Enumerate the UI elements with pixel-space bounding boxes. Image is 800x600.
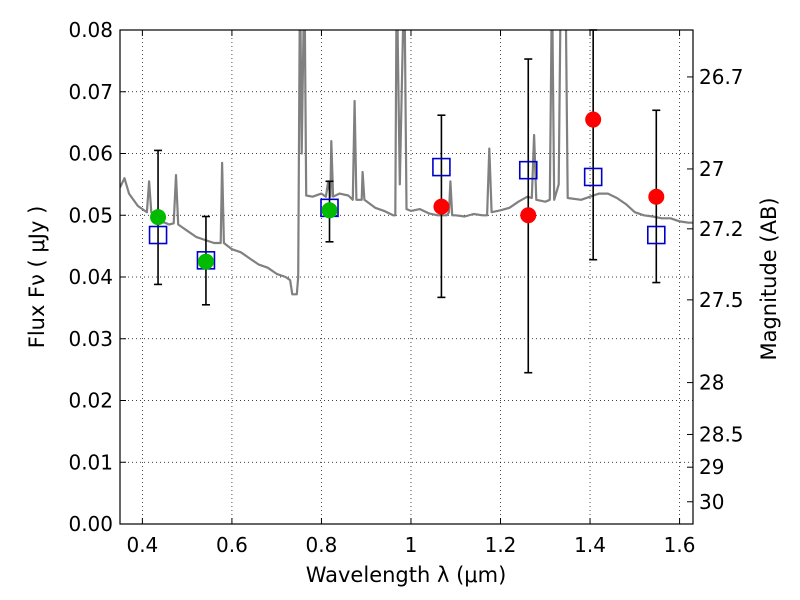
right-tick-label: 28.5 (699, 422, 744, 446)
x-tick-label: 0.4 (126, 533, 158, 557)
spectrum-line (120, 30, 693, 296)
right-tick-label: 26.7 (699, 65, 744, 89)
x-axis-label: Wavelength λ (μm) (306, 563, 507, 587)
y-tick-label: 0.07 (68, 80, 113, 104)
y-tick-label: 0.08 (68, 18, 113, 42)
right-tick-label: 27.2 (699, 217, 744, 241)
spectrum-layer (120, 30, 693, 296)
observed-point (648, 188, 665, 205)
observed-point (321, 202, 338, 219)
right-tick-label: 29 (699, 455, 724, 479)
right-tick-label: 28 (699, 371, 724, 395)
model-point (646, 225, 666, 245)
right-tick-label: 27.5 (699, 288, 744, 312)
right-tick-label: 30 (699, 490, 724, 514)
observed-point (150, 209, 167, 226)
y-tick-label: 0.04 (68, 265, 113, 289)
model-point (148, 225, 168, 245)
x-tick-label: 0.8 (306, 533, 338, 557)
y-ticks: 0.00 0.01 0.02 0.03 0.04 0.05 0.06 0.07 0.08 (68, 18, 126, 536)
y-tick-label: 0.02 (68, 389, 113, 413)
right-ticks: 26.7 27 27.2 27.5 28 28.5 29 30 (687, 65, 744, 514)
y-tick-label: 0.06 (68, 142, 113, 166)
model-point (432, 157, 451, 177)
y-tick-label: 0.03 (68, 327, 113, 351)
x-ticks: 0.4 0.6 0.8 1 1.2 1.4 1.6 (126, 30, 695, 557)
observed-point (433, 198, 450, 215)
x-tick-label: 1.6 (664, 533, 696, 557)
y-tick-label: 0.05 (68, 203, 113, 227)
x-tick-label: 1.2 (485, 533, 517, 557)
right-axis-label: Magnitude (AB) (757, 197, 781, 360)
x-tick-label: 1 (405, 533, 418, 557)
right-tick-label: 27 (699, 157, 724, 181)
x-tick-label: 0.6 (216, 533, 248, 557)
observed-points-layer (150, 111, 665, 270)
model-point (583, 167, 603, 187)
y-axis-label: Flux Fν ( μJy ) (25, 206, 49, 349)
y-tick-label: 0.00 (68, 512, 113, 536)
observed-point (520, 207, 537, 224)
y-tick-label: 0.01 (68, 450, 113, 474)
observed-point (197, 253, 214, 270)
observed-point (585, 111, 602, 128)
model-point (518, 160, 538, 180)
x-tick-label: 1.4 (574, 533, 606, 557)
